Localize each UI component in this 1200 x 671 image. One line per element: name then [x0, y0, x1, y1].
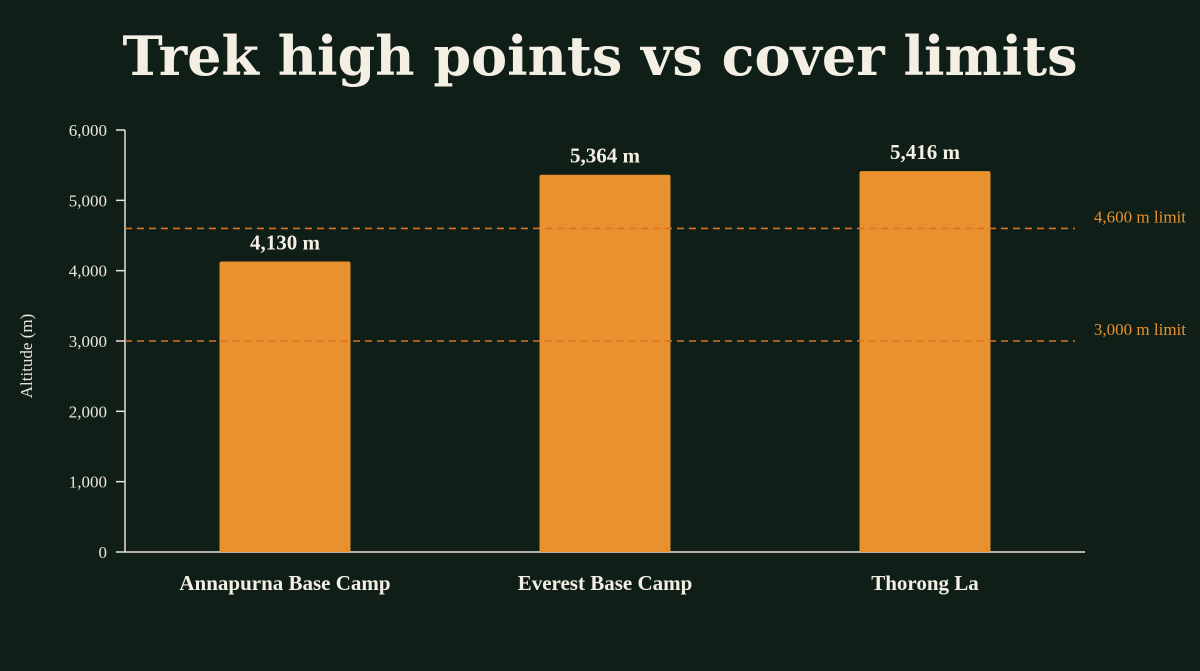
y-tick-label: 0 [99, 543, 108, 562]
labels: 4,130 m Annapurna Base Camp 5,364 m Everest… [179, 140, 979, 595]
reference-lines: 4,600 m limit 3,000 m limit [125, 207, 1186, 342]
x-category-label: Annapurna Base Camp [179, 571, 390, 595]
bar [219, 261, 351, 552]
chart-title: Trek high points vs cover limits [122, 24, 1077, 88]
y-tick-label: 6,000 [69, 121, 107, 140]
bar-value-label: 5,364 m [570, 144, 641, 168]
limit-line-label: 3,000 m limit [1094, 320, 1186, 339]
bar-value-label: 5,416 m [890, 140, 961, 164]
x-category-label: Everest Base Camp [518, 571, 693, 595]
bar-value-label: 4,130 m [250, 231, 321, 255]
x-category-label: Thorong La [871, 571, 979, 595]
limit-line-label: 4,600 m limit [1094, 207, 1186, 226]
bars [219, 171, 991, 553]
y-axis-title: Altitude (m) [17, 314, 36, 399]
y-tick-label: 1,000 [69, 473, 107, 492]
bar [859, 171, 991, 553]
bar [539, 174, 671, 552]
y-tick-label: 4,000 [69, 262, 107, 281]
y-tick-label: 5,000 [69, 191, 107, 210]
y-tick-label: 2,000 [69, 402, 107, 421]
y-tick-label: 3,000 [69, 332, 107, 351]
